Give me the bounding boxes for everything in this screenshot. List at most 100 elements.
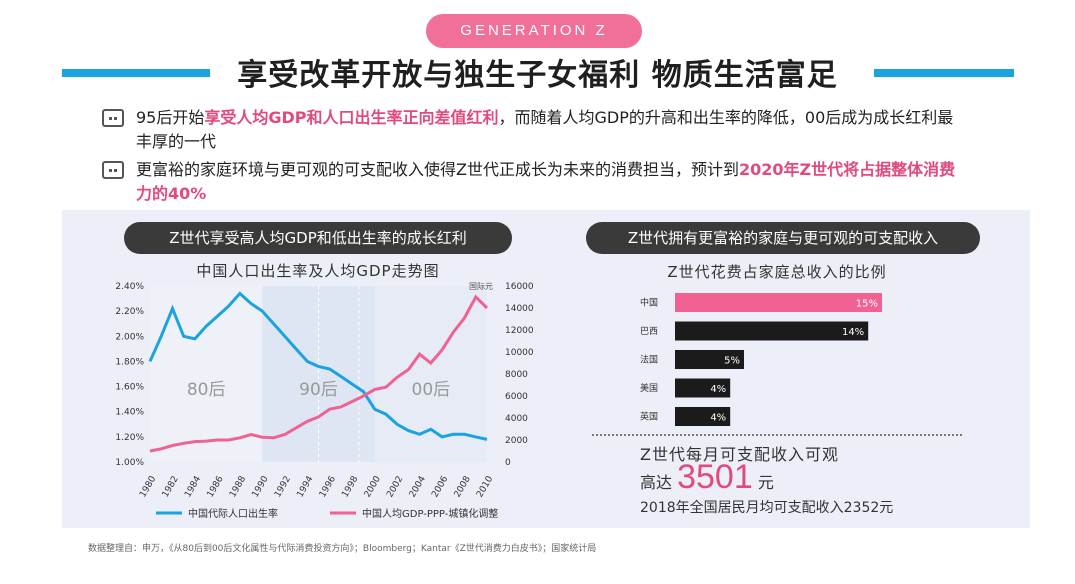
right-axis-unit: 国际元 [469,282,493,291]
dotted-divider [880,434,882,436]
dotted-divider [764,434,766,436]
birth-rate-line [148,291,488,441]
y-right-tick-label: 12000 [505,326,534,336]
dotted-divider [788,434,790,436]
dotted-divider [828,434,830,436]
dotted-divider [800,434,802,436]
dotted-divider [948,434,950,436]
dotted-divider [840,434,842,436]
dotted-divider [784,434,786,436]
y-right-tick-label: 2000 [505,436,528,446]
y-right-tick-label: 0 [505,458,511,468]
bullet-text-plain: 更富裕的家庭环境与更可观的可支配收入使得Z世代正成长为未来的消费担当，预计到 [136,160,739,179]
dotted-divider [660,434,662,436]
dotted-divider [836,434,838,436]
bar-value-label: 4% [710,413,726,424]
dotted-divider [864,434,866,436]
y-left-tick-label: 1.80% [115,357,144,367]
right-section-pill: Z世代拥有更富裕的家庭与更可观的可支配收入 [586,222,980,254]
dotted-divider [928,434,930,436]
income-prefix: 高达 [640,473,673,492]
bar-value-label: 4% [710,384,726,395]
y-left-tick-label: 2.20% [115,307,144,317]
dotted-divider [656,434,658,436]
dotted-divider [596,434,598,436]
dotted-divider [952,434,954,436]
dotted-divider [740,434,742,436]
bullet-text-highlight: 享受人均GDP和人口出生率正向差值红利 [204,108,499,127]
dotted-divider [848,434,850,436]
y-right-tick-label: 16000 [505,282,534,292]
dotted-divider [708,434,710,436]
bar-category-label: 英国 [640,411,658,423]
dotted-divider [760,434,762,436]
bullet-text: 更富裕的家庭环境与更可观的可支配收入使得Z世代正成长为未来的消费担当，预计到20… [136,158,960,206]
bullet-text-highlight: 2020年Z世代将占据整体消费力的40% [136,160,956,203]
dotted-divider [704,434,706,436]
dotted-divider [820,434,822,436]
dotted-divider [872,434,874,436]
dotted-divider [632,434,634,436]
dotted-divider [680,434,682,436]
legend-label: 中国代际人口出生率 [188,507,278,520]
dotted-divider [772,434,774,436]
y-left-tick-label: 2.00% [115,332,144,342]
bar [675,350,744,369]
left-section-pill: Z世代享受高人均GDP和低出生率的成长红利 [124,222,512,254]
y-left-tick-label: 1.40% [115,408,144,418]
income-amount-line: 高达 3501 元 [640,458,774,497]
bar [675,378,731,398]
dotted-divider [616,434,618,436]
dotted-divider [676,434,678,436]
source-note: 数据整理自：申万，《从80后到00后文化属性与代际消费投资方向》；Bloombe… [88,544,597,554]
y-left-tick-label: 1.60% [115,383,144,393]
dotted-divider [876,434,878,436]
dotted-divider [744,434,746,436]
dotted-divider [804,434,806,436]
dotted-divider [636,434,638,436]
bullet-text-plain: ，而随着人均GDP的升高和出生率的降低，00后成为成长红利最丰厚的一代 [136,108,954,151]
legend-label: 中国人均GDP-PPP-城镇化调整 [362,507,498,520]
page-title: 享受改革开放与独生子女福利 物质生活富足 [237,58,838,93]
dotted-divider [940,434,942,436]
dotted-divider [748,434,750,436]
bar-category-label: 美国 [640,382,658,394]
dotted-divider [860,434,862,436]
income-title: Z世代每月可支配收入可观 [640,445,839,464]
dotted-divider [960,434,962,436]
y-left-tick-label: 1.00% [115,458,144,468]
y-right-tick-label: 14000 [505,304,534,314]
dotted-divider [796,434,798,436]
dotted-divider [920,434,922,436]
dotted-divider [936,434,938,436]
y-right-tick-label: 4000 [505,414,528,424]
bar-value-label: 15% [856,299,878,310]
dotted-divider [868,434,870,436]
tv-bullet-icon [102,109,124,127]
dotted-divider [728,434,730,436]
dotted-divider [912,434,914,436]
y-right-tick-label: 10000 [505,348,534,358]
income-compare: 2018年全国居民月均可支配收入2352元 [640,500,894,516]
dotted-divider [896,434,898,436]
dotted-divider [884,434,886,436]
title-bar-left [62,69,210,77]
dotted-divider [628,434,630,436]
dotted-divider [672,434,674,436]
dotted-divider [696,434,698,436]
y-left-tick-label: 1.20% [115,433,144,443]
line-chart-title: 中国人口出生率及人均GDP走势图 [196,262,440,280]
y-right-tick-label: 6000 [505,392,528,402]
dotted-divider [856,434,858,436]
dotted-divider [956,434,958,436]
dotted-divider [604,434,606,436]
bar [675,293,882,312]
bullet-1: 95后开始享受人均GDP和人口出生率正向差值红利，而随着人均GDP的升高和出生率… [102,106,960,154]
dotted-divider [892,434,894,436]
bar [675,407,731,426]
income-amount: 3501 [677,458,753,496]
band-label-80s: 80后 [187,380,226,400]
dotted-divider [668,434,670,436]
dotted-divider [736,434,738,436]
